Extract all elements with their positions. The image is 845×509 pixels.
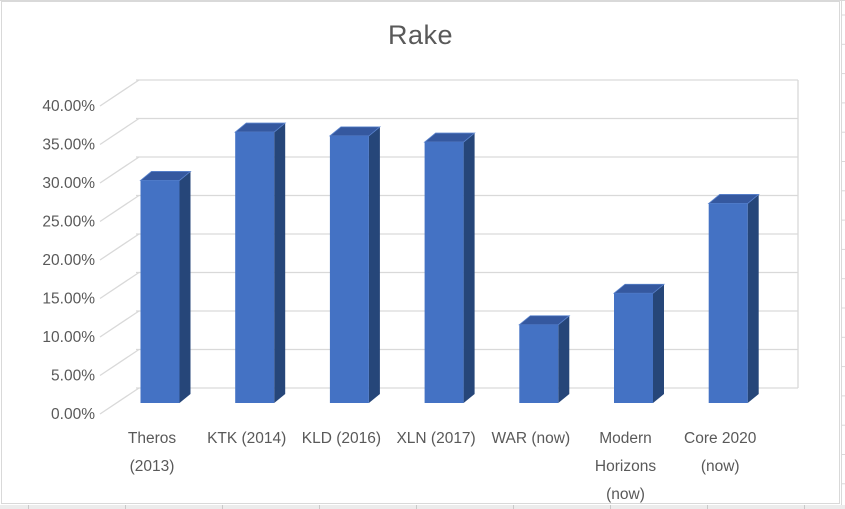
bar-modern-horizons-now[interactable] [614, 293, 653, 403]
category-label-modern-horizons-now[interactable]: Modern Horizons (now) [595, 430, 656, 503]
y-axis-tick-connector [99, 348, 140, 377]
bar-core-2020-now-side-face[interactable] [747, 194, 759, 403]
y-axis-tick-connector [99, 156, 140, 184]
y-axis-tick-label[interactable]: 35.00% [42, 137, 95, 154]
bar-war-now[interactable] [519, 324, 559, 403]
y-axis-tick-connector [99, 233, 140, 261]
sheet-bottom-strip [0, 505, 845, 509]
y-axis-tick-label[interactable]: 20.00% [42, 252, 95, 269]
bar-xln-2017[interactable] [424, 142, 464, 404]
category-label-war-now[interactable]: WAR (now) [491, 430, 570, 447]
chart-title[interactable]: Rake [387, 20, 454, 50]
y-axis-tick-connector [99, 387, 140, 415]
y-axis-tick-connector [99, 117, 140, 146]
y-axis-tick-connector [99, 194, 140, 223]
bar-ktk-2014[interactable] [235, 132, 275, 403]
bar-war-now-side-face[interactable] [558, 315, 570, 403]
y-axis-tick-label[interactable]: 40.00% [42, 98, 95, 115]
bar-xln-2017-side-face[interactable] [463, 133, 475, 404]
category-label-kld-2016[interactable]: KLD (2016) [302, 430, 381, 447]
bar-ktk-2014-side-face[interactable] [274, 123, 286, 403]
bar-core-2020-now[interactable] [708, 203, 748, 403]
y-axis-tick-label[interactable]: 30.00% [42, 175, 95, 192]
category-label-core-2020-now[interactable]: Core 2020 (now) [684, 430, 757, 475]
y-axis-tick-label[interactable]: 15.00% [42, 291, 95, 308]
bar-theros-2013-side-face[interactable] [179, 171, 191, 403]
y-axis-tick-connector [99, 310, 140, 338]
bar-theros-2013[interactable] [140, 180, 180, 403]
y-axis-tick-label[interactable]: 5.00% [51, 368, 95, 385]
y-axis-tick-label[interactable]: 0.00% [51, 406, 95, 423]
category-label-xln-2017[interactable]: XLN (2017) [396, 430, 475, 447]
bar-kld-2016-side-face[interactable] [368, 126, 380, 403]
y-axis-tick-label[interactable]: 25.00% [42, 214, 95, 231]
y-axis-tick-connector [99, 79, 140, 107]
bar-kld-2016[interactable] [329, 135, 369, 403]
category-label-theros-2013[interactable]: Theros (2013) [128, 430, 176, 475]
y-axis-tick-connector [99, 271, 140, 300]
category-label-ktk-2014[interactable]: KTK (2014) [207, 430, 286, 447]
y-axis-tick-label[interactable]: 10.00% [42, 329, 95, 346]
bar-modern-horizons-now-side-face[interactable] [653, 284, 664, 403]
